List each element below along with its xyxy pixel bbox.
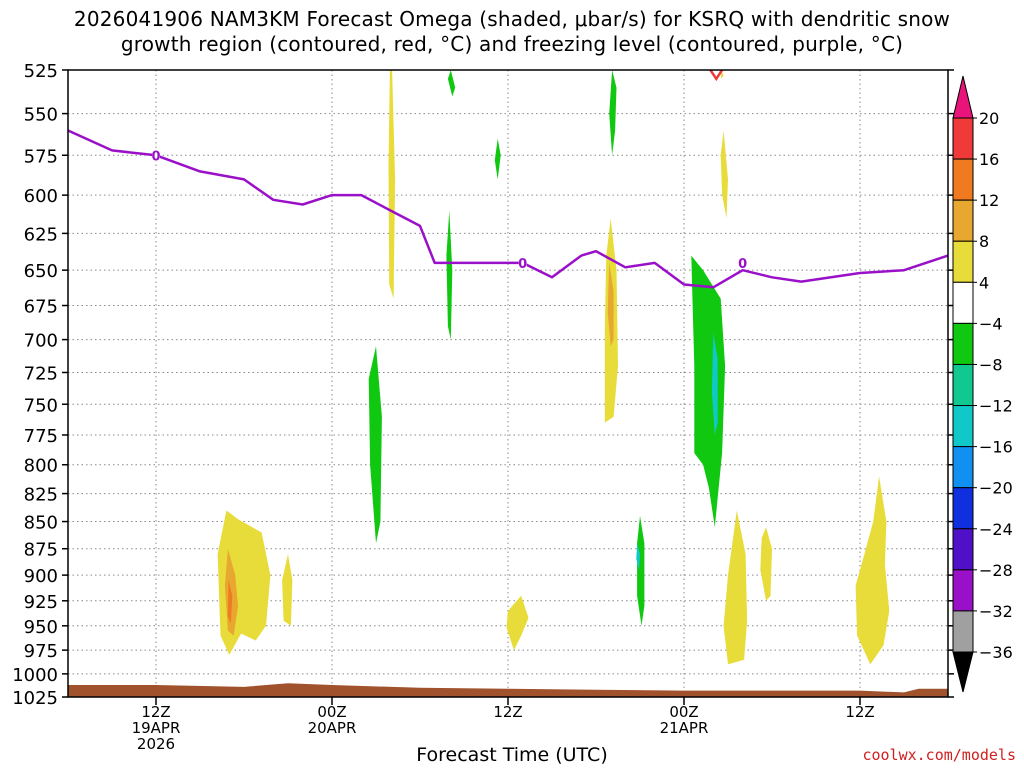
- omega-region: [609, 70, 617, 156]
- x-axis-title: Forecast Time (UTC): [416, 744, 608, 766]
- colorbar-swatch: [952, 363, 974, 407]
- x-tick-label: 19APR: [132, 719, 181, 737]
- x-tick-label: 20APR: [308, 719, 357, 737]
- colorbar-top-arrow: [952, 75, 974, 119]
- y-tick-label: 575: [24, 146, 58, 167]
- colorbar-label: −4: [979, 314, 1003, 333]
- terrain-fill: [68, 683, 948, 697]
- omega-region: [446, 210, 453, 340]
- chart-title-line-1: 2026041906 NAM3KM Forecast Omega (shaded…: [73, 7, 951, 31]
- y-tick-label: 750: [24, 395, 58, 416]
- x-tick-label: 00Z: [317, 703, 346, 721]
- omega-region: [691, 255, 726, 528]
- x-tick-label: 12Z: [141, 703, 170, 721]
- freezing-level-label-bg: [518, 255, 527, 269]
- omega-region: [368, 346, 382, 544]
- freezing-level-label-bg: [152, 148, 160, 162]
- colorbar-label: −8: [979, 355, 1003, 374]
- colorbar-label: −32: [979, 602, 1013, 621]
- y-tick-label: 1025: [12, 688, 58, 709]
- y-tick-label: 825: [24, 485, 58, 506]
- freezing-level-label-bg: [738, 255, 747, 269]
- colorbar-swatch: [952, 322, 974, 365]
- colorbar-label: −20: [979, 479, 1013, 498]
- x-tick-label: 21APR: [660, 719, 709, 737]
- omega-region: [447, 70, 456, 97]
- y-tick-label: 600: [24, 186, 58, 207]
- colorbar-swatch: [952, 487, 974, 530]
- colorbar-swatch: [952, 117, 974, 160]
- colorbar-swatch: [952, 281, 974, 324]
- colorbar-label: 16: [979, 150, 999, 169]
- omega-region: [760, 527, 772, 601]
- colorbar-label: −16: [979, 438, 1013, 457]
- omega-region: [855, 476, 890, 665]
- colorbar-swatch: [952, 240, 974, 283]
- x-tick-label: 12Z: [845, 703, 874, 721]
- y-tick-label: 850: [24, 513, 58, 534]
- omega-region: [506, 595, 529, 651]
- x-tick-label: 00Z: [669, 703, 698, 721]
- omega-region: [227, 580, 233, 624]
- y-tick-label: 875: [24, 540, 58, 561]
- colorbar-bottom-arrow: [952, 651, 974, 693]
- y-tick-label: 775: [24, 426, 58, 447]
- y-tick-label: 675: [24, 297, 58, 318]
- freezing-level-label: 0: [738, 257, 747, 272]
- y-tick-label: 900: [24, 566, 58, 587]
- chart-title-line-2: growth region (contoured, red, °C) and f…: [120, 32, 904, 56]
- colorbar-swatch: [952, 610, 974, 653]
- colorbar-swatch: [952, 405, 974, 448]
- y-tick-label: 700: [24, 331, 58, 352]
- y-tick-label: 975: [24, 641, 58, 662]
- colorbar-swatch: [952, 158, 974, 201]
- y-tick-label: 625: [24, 224, 58, 245]
- freezing-level-line: [67, 129, 949, 289]
- colorbar-label: 12: [979, 191, 999, 210]
- y-tick-label: 925: [24, 592, 58, 613]
- omega-region: [636, 543, 640, 570]
- colorbar-swatch: [952, 528, 974, 571]
- omega-region: [282, 554, 293, 626]
- colorbar-label: −24: [979, 520, 1013, 539]
- omega-region: [388, 70, 396, 299]
- colorbar-label: 20: [979, 109, 999, 128]
- y-tick-label: 725: [24, 363, 58, 384]
- y-tick-label: 550: [24, 105, 58, 126]
- colorbar-label: 8: [979, 232, 989, 251]
- colorbar-swatch: [952, 446, 974, 489]
- freezing-level-label: 0: [518, 257, 527, 272]
- omega-region: [711, 332, 718, 435]
- omega-region: [637, 516, 645, 626]
- y-tick-label: 525: [24, 61, 58, 82]
- omega-region: [723, 510, 748, 665]
- dgz-contour: [709, 70, 724, 82]
- y-tick-label: 1000: [12, 665, 58, 686]
- y-tick-label: 800: [24, 456, 58, 477]
- colorbar-swatch: [952, 569, 974, 612]
- colorbar-label: −28: [979, 561, 1013, 580]
- plot-frame: [67, 69, 949, 698]
- colorbar-swatch: [952, 199, 974, 242]
- x-tick-label: 12Z: [493, 703, 522, 721]
- omega-region: [494, 138, 501, 180]
- freezing-level-label: 0: [151, 149, 160, 164]
- site-credit: coolwx.com/models: [862, 746, 1016, 764]
- y-tick-label: 650: [24, 261, 58, 282]
- omega-region: [607, 262, 614, 347]
- colorbar-label: −12: [979, 397, 1013, 416]
- y-tick-label: 950: [24, 617, 58, 638]
- omega-region: [720, 130, 728, 219]
- x-tick-label: 2026: [137, 735, 175, 753]
- colorbar-label: 4: [979, 273, 989, 292]
- colorbar-label: −36: [979, 643, 1013, 662]
